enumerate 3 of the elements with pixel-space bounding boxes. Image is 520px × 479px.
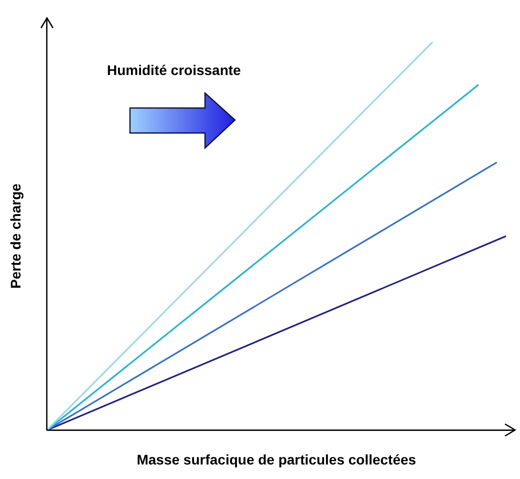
x-axis-title: Masse surfacique de particules collectées [136,451,416,468]
annotation: Humidité croissante [107,62,241,78]
y-axis-title: Perte de charge [7,183,24,289]
